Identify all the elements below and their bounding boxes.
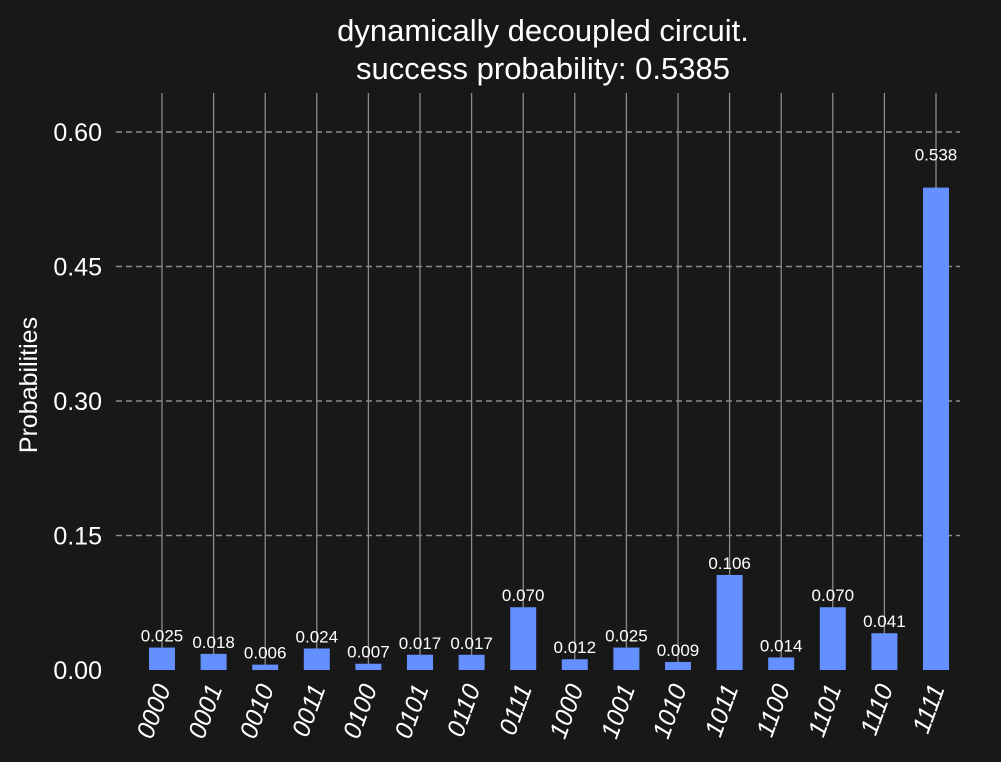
x-tick-label: 1001 <box>596 680 641 742</box>
bar-0111 <box>510 607 537 670</box>
x-tick-label: 1011 <box>700 680 745 740</box>
bar-1011 <box>716 574 743 670</box>
value-label: 0.014 <box>760 636 803 655</box>
value-label: 0.106 <box>708 554 751 573</box>
bar-1111 <box>923 187 949 671</box>
value-label: 0.024 <box>296 627 339 646</box>
value-label: 0.017 <box>450 634 493 653</box>
bar-1100 <box>768 657 795 670</box>
bar-0100 <box>355 663 382 670</box>
x-tick-label: 1110 <box>855 680 899 738</box>
y-tick-label: 0.45 <box>53 254 102 282</box>
value-label: 0.070 <box>812 586 855 605</box>
x-axis-ticks: 0000 0001 0010 0011 0100 0101 0110 0111 1000 1001… <box>131 680 950 742</box>
bar-0000 <box>149 647 175 670</box>
x-tick-label: 1100 <box>751 680 796 740</box>
x-tick-label: 1101 <box>803 680 848 740</box>
chart-title-line-2: success probability: 0.5385 <box>356 51 730 86</box>
value-label: 0.018 <box>192 633 235 652</box>
value-label: 0.009 <box>657 641 700 660</box>
bar-0110 <box>458 654 485 670</box>
x-tick-label: 0001 <box>183 680 228 742</box>
value-label: 0.025 <box>605 627 648 646</box>
x-tick-label: 0111 <box>494 680 538 738</box>
bar-0101 <box>407 654 433 670</box>
bar-1110 <box>871 633 898 670</box>
bar-1000 <box>561 659 588 670</box>
chart-title-line-1: dynamically decoupled circuit. <box>337 13 749 48</box>
bar-0010 <box>252 664 279 670</box>
x-tick-label: 1010 <box>647 680 692 742</box>
y-tick-label: 0.00 <box>53 657 102 685</box>
bar-0001 <box>200 653 227 670</box>
x-tick-label: 1000 <box>544 680 589 742</box>
value-label: 0.025 <box>141 627 184 646</box>
x-tick-label: 0010 <box>235 680 280 742</box>
y-axis-label: Probabilities <box>15 317 43 453</box>
x-tick-label: 0101 <box>389 680 434 742</box>
bar-1010 <box>665 661 691 670</box>
value-label: 0.012 <box>554 638 597 657</box>
x-tick-label: 0000 <box>131 680 176 742</box>
value-labels: 0.025 0.018 0.006 0.024 0.007 0.017 0.017 0.070… <box>141 146 958 663</box>
x-tick-label: 1111 <box>907 680 950 737</box>
bar-1001 <box>613 647 640 670</box>
chart-title: dynamically decoupled circuit.success pr… <box>337 13 749 86</box>
grid-lines <box>116 93 960 670</box>
x-tick-label: 0110 <box>442 680 487 740</box>
bar-0011 <box>303 648 330 670</box>
value-label: 0.006 <box>244 644 287 663</box>
value-label: 0.017 <box>399 634 442 653</box>
x-tick-label: 0011 <box>287 680 332 740</box>
bar-1101 <box>819 607 846 670</box>
y-tick-label: 0.30 <box>53 388 102 416</box>
y-axis-ticks: 0.00 0.15 0.30 0.45 0.60 <box>53 119 102 685</box>
y-tick-label: 0.15 <box>53 523 102 551</box>
x-tick-label: 0100 <box>338 680 383 742</box>
y-tick-label: 0.60 <box>53 119 102 147</box>
value-label: 0.041 <box>863 612 906 631</box>
value-label: 0.538 <box>915 146 958 165</box>
value-label: 0.070 <box>502 586 545 605</box>
value-label: 0.007 <box>347 643 390 662</box>
bars <box>149 187 949 671</box>
